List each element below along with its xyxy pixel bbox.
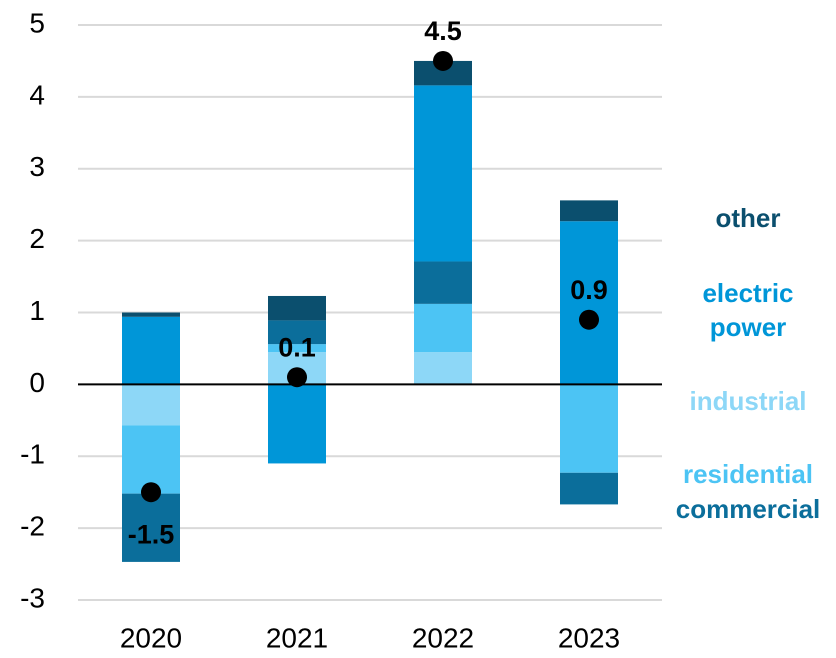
bar-segment xyxy=(560,384,618,473)
y-tick-label: -3 xyxy=(20,582,45,613)
y-tick-label: 3 xyxy=(29,151,45,182)
legend-entry: industrial xyxy=(689,386,807,416)
bar-segment xyxy=(268,295,326,321)
legend-entry: commercial xyxy=(675,494,821,524)
y-tick-label: -2 xyxy=(20,511,45,542)
bar-segment xyxy=(414,303,472,353)
y-tick-label: -1 xyxy=(20,439,45,470)
legend-entry: residential xyxy=(682,459,814,489)
legend-entry: electric power xyxy=(702,278,794,342)
total-dot xyxy=(141,482,161,503)
y-tick-label: 5 xyxy=(29,7,45,38)
bar-segment xyxy=(268,384,326,464)
bar-segment xyxy=(414,352,472,385)
bar-segment xyxy=(560,221,618,385)
total-label: 4.5 xyxy=(424,16,462,46)
x-tick-label: 2023 xyxy=(558,622,620,653)
bar-segment xyxy=(122,493,180,562)
bar-segment xyxy=(122,316,180,385)
y-tick-label: 1 xyxy=(29,295,45,326)
bar-segment xyxy=(414,261,472,304)
bar-segment xyxy=(560,200,618,222)
bar-segment xyxy=(122,384,180,426)
y-tick-label: 2 xyxy=(29,223,45,254)
total-label: 0.1 xyxy=(278,332,316,362)
x-tick-label: 2021 xyxy=(266,622,328,653)
bar-segment xyxy=(268,344,326,353)
total-dot xyxy=(579,309,599,330)
bar-segment xyxy=(268,320,326,345)
total-label: 0.9 xyxy=(570,275,608,305)
x-tick-label: 2022 xyxy=(412,622,474,653)
bar-segment xyxy=(560,472,618,505)
total-dot xyxy=(287,367,307,388)
y-tick-label: 0 xyxy=(29,367,45,398)
total-label: -1.5 xyxy=(128,519,175,549)
x-tick-label: 2020 xyxy=(120,622,182,653)
bar-segment xyxy=(122,312,180,317)
legend-entry: other xyxy=(715,203,781,233)
y-tick-label: 4 xyxy=(29,79,45,110)
bar-segment xyxy=(414,85,472,262)
total-dot xyxy=(433,50,453,71)
